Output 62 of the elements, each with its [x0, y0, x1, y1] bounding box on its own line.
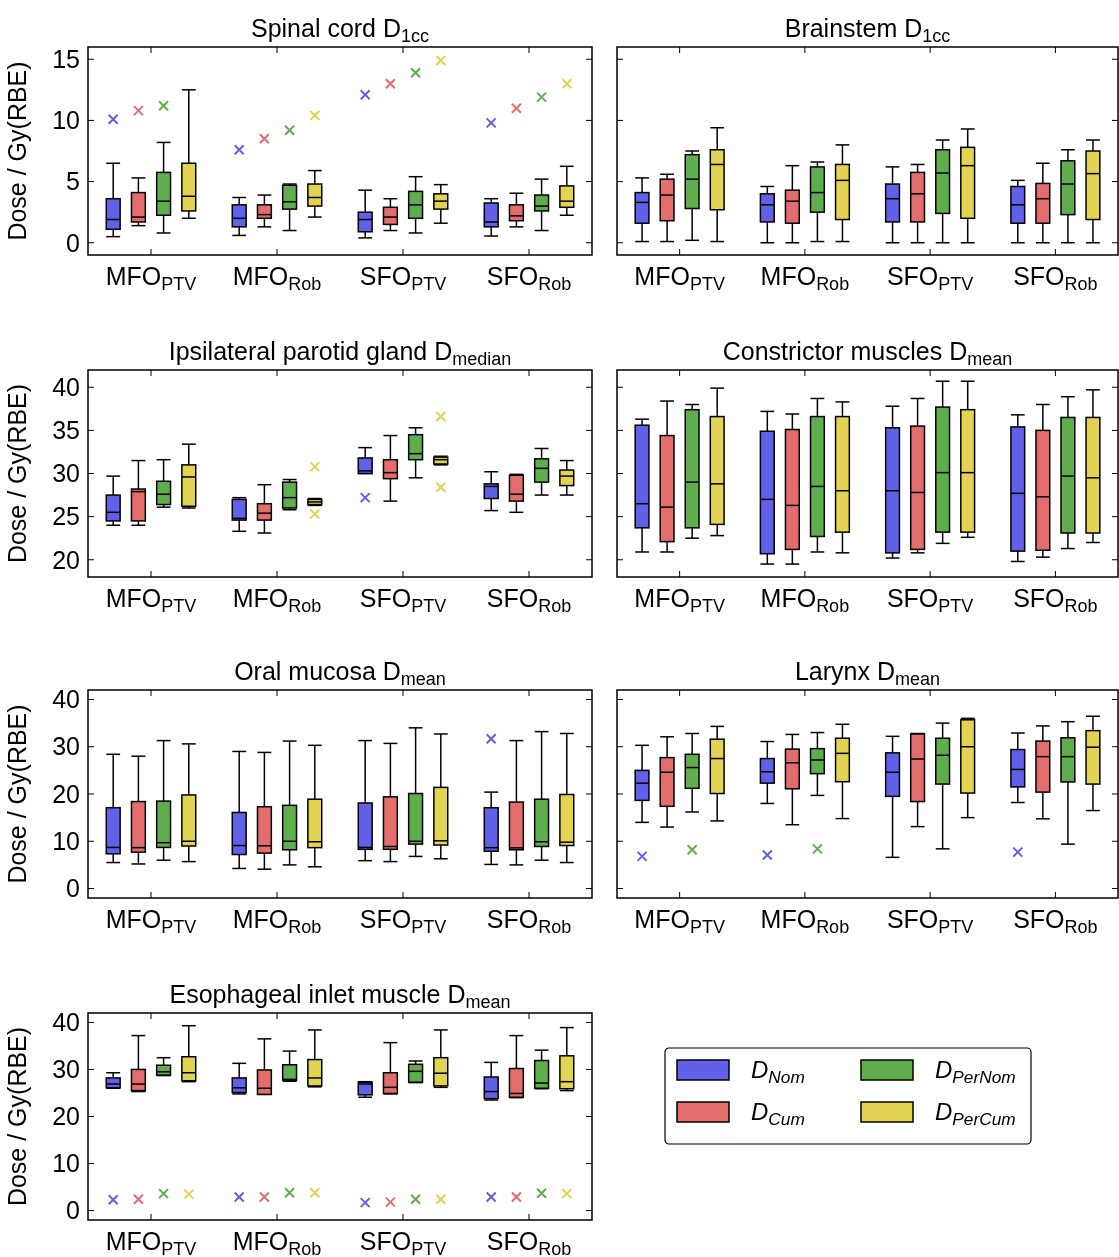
- x-tick-label: SFO$_{Rob}$: [486, 262, 572, 295]
- x-tick-label: MFO$_{Rob}$: [232, 584, 322, 617]
- x-tick-label: MFO$_{PTV}$: [105, 262, 197, 295]
- x-tick-label: SFO$_{PTV}$: [359, 262, 447, 295]
- y-tick-label: 20: [52, 1102, 80, 1131]
- y-tick-label: 0: [66, 874, 80, 903]
- y-tick-label: 30: [52, 459, 80, 488]
- y-tick-label: 20: [52, 779, 80, 808]
- chart-title: Spinal cord D$_{1cc}$: [250, 14, 430, 47]
- x-tick-label: SFO$_{Rob}$: [1013, 584, 1098, 617]
- x-tick-label: MFO$_{PTV}$: [105, 584, 197, 617]
- x-tick-label: MFO$_{Rob}$: [760, 584, 850, 617]
- x-tick-label: SFO$_{PTV}$: [359, 584, 447, 617]
- x-tick-label: MFO$_{Rob}$: [232, 905, 322, 938]
- y-axis-title: Dose / Gy(RBE): [3, 61, 31, 241]
- y-tick-label: 25: [52, 502, 80, 531]
- x-tick-label: SFO$_{PTV}$: [886, 262, 974, 295]
- chart-title: Constrictor muscles D$_{mean}$: [722, 337, 1013, 370]
- x-tick-label: MFO$_{PTV}$: [634, 905, 725, 938]
- y-axis-title: Dose / Gy(RBE): [3, 383, 31, 564]
- y-tick-label: 15: [52, 44, 80, 73]
- y-tick-label: 5: [66, 167, 80, 196]
- y-tick-label: 30: [52, 1055, 80, 1084]
- x-tick-label: SFO$_{PTV}$: [886, 584, 974, 617]
- y-tick-label: 0: [66, 228, 80, 257]
- y-tick-label: 35: [52, 416, 80, 445]
- legend-label: D$_{PerNom}$: [935, 1056, 1016, 1087]
- x-tick-label: SFO$_{Rob}$: [486, 584, 572, 617]
- x-tick-label: MFO$_{PTV}$: [105, 905, 197, 938]
- y-tick-label: 40: [52, 1008, 80, 1037]
- y-axis-title: Dose / Gy(RBE): [3, 1026, 31, 1207]
- x-tick-label: MFO$_{PTV}$: [105, 1227, 197, 1257]
- x-tick-label: MFO$_{PTV}$: [634, 262, 725, 295]
- x-tick-label: SFO$_{Rob}$: [1013, 262, 1098, 295]
- legend-label: D$_{Nom}$: [751, 1056, 805, 1087]
- x-tick-label: SFO$_{PTV}$: [886, 905, 974, 938]
- x-tick-label: SFO$_{Rob}$: [486, 905, 572, 938]
- x-tick-label: SFO$_{Rob}$: [486, 1227, 572, 1257]
- y-tick-label: 0: [66, 1196, 80, 1225]
- chart-title: Oral mucosa D$_{mean}$: [234, 657, 446, 690]
- legend-label: D$_{Cum}$: [751, 1098, 805, 1129]
- x-tick-label: SFO$_{PTV}$: [359, 1227, 447, 1257]
- x-tick-label: MFO$_{Rob}$: [232, 1227, 322, 1257]
- y-tick-label: 10: [52, 827, 80, 856]
- legend-label: D$_{PerCum}$: [935, 1098, 1016, 1129]
- chart-title: Ipsilateral parotid gland D$_{median}$: [168, 337, 512, 370]
- y-tick-label: 10: [52, 1149, 80, 1178]
- x-tick-label: MFO$_{Rob}$: [760, 262, 850, 295]
- x-tick-label: SFO$_{Rob}$: [1013, 905, 1098, 938]
- y-tick-label: 10: [52, 106, 80, 135]
- x-tick-label: MFO$_{Rob}$: [760, 905, 850, 938]
- y-tick-label: 40: [52, 373, 80, 401]
- y-axis-title: Dose / Gy(RBE): [3, 704, 31, 884]
- x-tick-label: MFO$_{PTV}$: [634, 584, 725, 617]
- chart-title: Brainstem D$_{1cc}$: [784, 14, 951, 47]
- x-tick-label: MFO$_{Rob}$: [232, 262, 322, 295]
- y-tick-label: 20: [52, 545, 80, 574]
- chart-title: Larynx D$_{mean}$: [794, 657, 941, 690]
- x-tick-label: SFO$_{PTV}$: [359, 905, 447, 938]
- y-tick-label: 30: [52, 732, 80, 761]
- y-tick-label: 40: [52, 685, 80, 714]
- chart-title: Esophageal inlet muscle D$_{mean}$: [169, 980, 511, 1013]
